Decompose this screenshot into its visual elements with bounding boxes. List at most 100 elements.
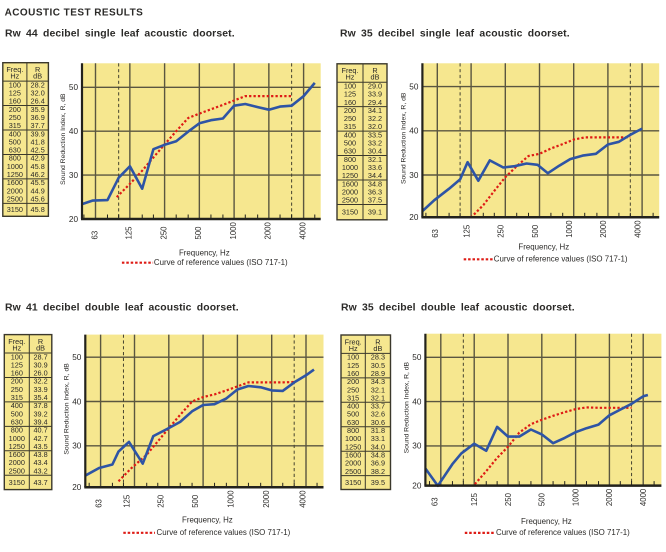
svg-text:2000: 2000 — [7, 186, 23, 195]
svg-text:315: 315 — [9, 121, 21, 130]
svg-text:400: 400 — [11, 401, 23, 410]
svg-text:33.9: 33.9 — [33, 385, 47, 394]
svg-text:125: 125 — [470, 492, 479, 506]
svg-text:400: 400 — [344, 130, 356, 139]
svg-text:32.6: 32.6 — [371, 410, 385, 419]
svg-text:Curve of reference values (ISO: Curve of reference values (ISO 717-1) — [154, 258, 288, 267]
svg-text:Sound Reduction Index, R, dB: Sound Reduction Index, R, dB — [404, 361, 411, 453]
svg-text:Curve of reference values (ISO: Curve of reference values (ISO 717-1) — [157, 528, 291, 537]
svg-text:32.0: 32.0 — [368, 122, 382, 131]
svg-text:34.8: 34.8 — [368, 179, 382, 188]
svg-text:30.9: 30.9 — [33, 360, 47, 369]
svg-text:50: 50 — [69, 83, 79, 92]
svg-text:39.2: 39.2 — [33, 409, 47, 418]
svg-text:40: 40 — [72, 397, 82, 406]
svg-text:1000: 1000 — [7, 162, 23, 171]
svg-text:1000: 1000 — [342, 163, 358, 172]
svg-text:1250: 1250 — [342, 171, 358, 180]
svg-text:34.1: 34.1 — [368, 106, 382, 115]
svg-text:160: 160 — [11, 369, 23, 378]
svg-text:45.5: 45.5 — [31, 178, 45, 187]
svg-text:32.0: 32.0 — [31, 89, 45, 98]
svg-text:R: R — [375, 337, 380, 346]
svg-text:28.9: 28.9 — [371, 369, 385, 378]
svg-text:34.3: 34.3 — [371, 377, 385, 386]
svg-text:40.7: 40.7 — [33, 426, 47, 435]
svg-text:43.2: 43.2 — [33, 466, 47, 475]
svg-text:Frequency, Hz: Frequency, Hz — [179, 249, 230, 258]
svg-text:39.9: 39.9 — [31, 129, 45, 138]
svg-text:630: 630 — [9, 146, 21, 155]
svg-text:33.5: 33.5 — [368, 130, 382, 139]
svg-text:35.4: 35.4 — [33, 393, 47, 402]
svg-text:800: 800 — [347, 426, 359, 435]
svg-text:dB: dB — [33, 72, 42, 81]
svg-text:37.8: 37.8 — [33, 401, 47, 410]
svg-text:26.0: 26.0 — [33, 369, 47, 378]
svg-text:30.5: 30.5 — [371, 361, 385, 370]
svg-text:41.8: 41.8 — [31, 137, 45, 146]
svg-text:R: R — [35, 65, 40, 74]
svg-text:500: 500 — [344, 139, 356, 148]
svg-text:42.5: 42.5 — [31, 146, 45, 155]
svg-text:Rw 35 decibel single leaf acou: Rw 35 decibel single leaf acoustic doors… — [340, 29, 570, 40]
svg-text:2000: 2000 — [605, 488, 614, 506]
svg-text:40: 40 — [412, 397, 422, 406]
svg-text:630: 630 — [344, 147, 356, 156]
svg-text:2500: 2500 — [345, 467, 361, 476]
svg-text:30: 30 — [72, 442, 82, 451]
svg-text:250: 250 — [9, 113, 21, 122]
svg-text:32.1: 32.1 — [368, 155, 382, 164]
svg-text:3150: 3150 — [345, 478, 361, 487]
svg-text:200: 200 — [347, 377, 359, 386]
svg-text:Sound Reduction Index, R, dB: Sound Reduction Index, R, dB — [60, 93, 67, 185]
svg-text:250: 250 — [504, 492, 513, 506]
svg-text:44.9: 44.9 — [31, 186, 45, 195]
svg-text:1600: 1600 — [345, 450, 361, 459]
svg-text:4000: 4000 — [639, 488, 648, 506]
svg-text:Rw 44 decibel single leaf acou: Rw 44 decibel single leaf acoustic doors… — [5, 29, 235, 40]
svg-text:39.5: 39.5 — [371, 478, 385, 487]
svg-text:42.7: 42.7 — [33, 434, 47, 443]
svg-text:R: R — [372, 66, 377, 75]
svg-text:33.6: 33.6 — [368, 163, 382, 172]
svg-text:45.8: 45.8 — [31, 205, 45, 214]
svg-text:Curve of reference values (ISO: Curve of reference values (ISO 717-1) — [494, 254, 628, 263]
svg-text:63: 63 — [90, 231, 99, 240]
svg-text:400: 400 — [9, 129, 21, 138]
svg-text:30.6: 30.6 — [371, 418, 385, 427]
svg-text:28.3: 28.3 — [371, 353, 385, 362]
svg-text:100: 100 — [347, 353, 359, 362]
svg-text:200: 200 — [11, 377, 23, 386]
svg-text:1000: 1000 — [229, 221, 238, 239]
svg-text:200: 200 — [9, 105, 21, 114]
svg-text:2500: 2500 — [7, 194, 23, 203]
svg-text:2000: 2000 — [345, 459, 361, 468]
svg-text:2000: 2000 — [342, 187, 358, 196]
svg-text:315: 315 — [11, 393, 23, 402]
svg-text:29.0: 29.0 — [368, 81, 382, 90]
svg-text:dB: dB — [373, 344, 382, 353]
svg-text:630: 630 — [11, 417, 23, 426]
svg-text:1000: 1000 — [571, 488, 580, 506]
svg-text:46.2: 46.2 — [31, 170, 45, 179]
svg-text:Frequency, Hz: Frequency, Hz — [518, 243, 569, 252]
svg-text:63: 63 — [431, 497, 440, 506]
svg-text:37.7: 37.7 — [31, 121, 45, 130]
svg-text:Sound Reduction Index, R, dB: Sound Reduction Index, R, dB — [64, 363, 71, 455]
svg-text:36.9: 36.9 — [31, 113, 45, 122]
svg-text:500: 500 — [191, 494, 200, 508]
svg-text:4000: 4000 — [298, 490, 307, 508]
svg-text:2000: 2000 — [264, 221, 273, 239]
svg-text:43.8: 43.8 — [33, 450, 47, 459]
svg-text:125: 125 — [462, 224, 471, 238]
svg-text:34.0: 34.0 — [371, 442, 385, 451]
svg-text:250: 250 — [159, 226, 168, 240]
svg-text:200: 200 — [344, 106, 356, 115]
svg-text:100: 100 — [9, 80, 21, 89]
svg-text:43.4: 43.4 — [33, 458, 47, 467]
svg-text:125: 125 — [11, 360, 23, 369]
svg-text:39.1: 39.1 — [368, 208, 382, 217]
svg-text:45.6: 45.6 — [31, 194, 45, 203]
svg-text:500: 500 — [538, 492, 547, 506]
